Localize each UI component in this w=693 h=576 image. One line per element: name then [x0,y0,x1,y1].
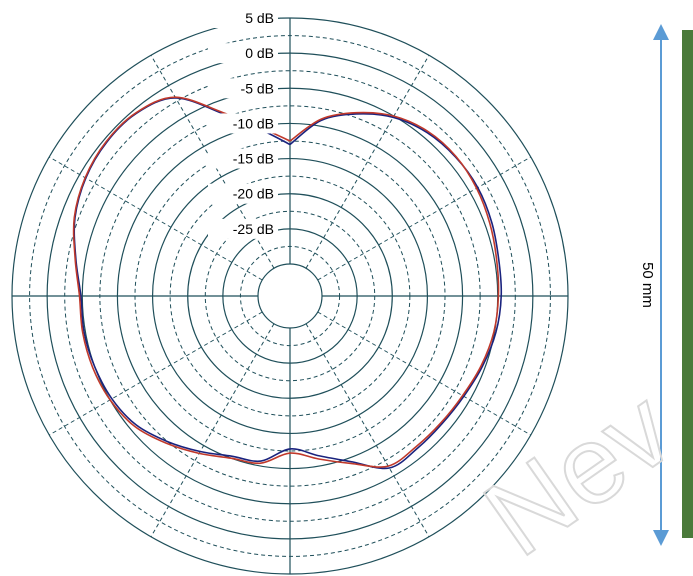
r-tick-label: 5 dB [245,10,274,26]
dimension-label: 50 mm [639,262,656,308]
tick-label-bg [208,78,278,99]
angle-spoke [317,156,532,281]
tick-label-bg [208,148,278,169]
angle-spoke [305,54,430,269]
antenna-board [682,30,693,538]
angle-spoke [48,311,263,436]
series-line-2 [72,96,500,468]
polar-grid [11,17,569,575]
watermark: Nev [463,367,693,576]
r-tick-label: -5 dB [241,80,274,96]
tick-label-bg [208,218,278,239]
r-tick-label: -15 dB [233,151,274,167]
angle-spoke [305,323,430,538]
r-tick-label: 0 dB [245,45,274,61]
angle-spoke [48,156,263,281]
angle-spoke [317,311,532,436]
radial-tick-labels: 5 dB 0 dB -5 dB -10 dB -15 dB -20 dB -25 dB [208,8,278,239]
dimension-annotation: 50 mm [639,24,693,546]
r-tick-label: -20 dB [233,186,274,202]
series-layer [72,96,503,470]
angle-spoke [150,323,275,538]
r-tick-label: -25 dB [233,221,274,237]
inner-ring [257,263,323,329]
r-tick-label: -10 dB [233,115,274,131]
tick-label-bg [208,8,278,28]
tick-label-bg [208,183,278,204]
tick-label-bg [208,113,278,134]
tick-label-bg [208,43,278,64]
